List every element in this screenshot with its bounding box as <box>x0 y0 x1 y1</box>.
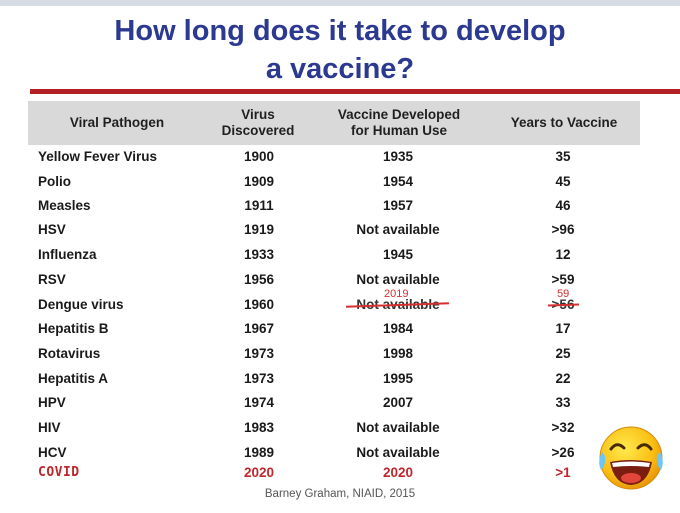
developed-cell: 1984 <box>382 321 414 336</box>
pathogen-cell: Hepatitis B <box>38 321 109 336</box>
years-cell: >96 <box>551 222 575 237</box>
table-row: Measles 1911 1957 46 <box>0 194 680 218</box>
years-cell: 46 <box>555 198 571 213</box>
table-row: HPV 1974 2007 33 <box>0 391 680 415</box>
years-cell: 22 <box>555 371 571 386</box>
years-cell: 25 <box>555 346 571 361</box>
years-cell: >56 <box>525 293 601 317</box>
developed-cell: 1998 <box>382 346 414 361</box>
pathogen-cell: HPV <box>38 395 66 410</box>
discovered-cell: 1933 <box>243 247 275 262</box>
pathogen-cell: Influenza <box>38 247 97 262</box>
years-cell: >32 <box>551 420 575 435</box>
pathogen-cell: COVID <box>38 465 80 480</box>
years-cell: >1 <box>555 465 571 480</box>
table-row: Hepatitis B 1967 1984 17 <box>0 317 680 341</box>
table-row: HSV 1919 Not available >96 <box>0 218 680 242</box>
pathogen-cell: Dengue virus <box>38 297 124 312</box>
developed-cell: Not available <box>356 222 440 237</box>
developed-cell: 1945 <box>382 247 414 262</box>
pathogen-cell: RSV <box>38 272 66 287</box>
pathogen-cell: HSV <box>38 222 66 237</box>
table-row: Yellow Fever Virus 1900 1935 35 <box>0 145 680 169</box>
developed-cell: Not available <box>356 420 440 435</box>
header-developed: Vaccine Developed for Human Use <box>337 107 461 138</box>
developed-cell: Not available <box>333 293 463 317</box>
top-band <box>0 0 680 6</box>
table-row: HIV 1983 Not available >32 <box>0 416 680 440</box>
developed-cell: Not available <box>356 445 440 460</box>
page-title-line2: a vaccine? <box>265 53 415 85</box>
table-row: RSV 1956 Not available >59 <box>0 268 680 292</box>
developed-cell: 1957 <box>382 198 414 213</box>
discovered-cell: 1973 <box>243 371 275 386</box>
developed-cell: 1954 <box>382 174 414 189</box>
title-divider <box>30 89 680 94</box>
pathogen-cell: Yellow Fever Virus <box>38 149 158 164</box>
discovered-cell: 1911 <box>244 198 274 213</box>
discovered-cell: 1960 <box>243 297 275 312</box>
table-row: Rotavirus 1973 1998 25 <box>0 342 680 366</box>
developed-cell: 2007 <box>382 395 414 410</box>
pathogen-cell: Hepatitis A <box>38 371 109 386</box>
source-citation: Barney Graham, NIAID, 2015 <box>264 488 416 500</box>
developed-cell: 1935 <box>382 149 414 164</box>
years-cell: 33 <box>555 395 571 410</box>
developed-correction: 2019 <box>384 288 409 300</box>
header-pathogen: Viral Pathogen <box>69 115 165 130</box>
struck-developed-value: Not available <box>346 293 450 317</box>
table-row: Polio 1909 1954 45 <box>0 170 680 194</box>
table-row: Hepatitis A 1973 1995 22 <box>0 367 680 391</box>
laughing-face-emoji-icon <box>599 426 663 490</box>
years-cell: >59 <box>551 272 575 287</box>
developed-cell: 1995 <box>382 371 414 386</box>
discovered-cell: 1973 <box>243 346 275 361</box>
table-row: HCV 1989 Not available >26 <box>0 441 680 465</box>
developed-cell: 2020 <box>382 465 414 480</box>
pathogen-cell: Rotavirus <box>38 346 101 361</box>
discovered-cell: 2020 <box>243 465 275 480</box>
discovered-cell: 1967 <box>243 321 275 336</box>
years-cell: >26 <box>551 445 575 460</box>
table-row: Dengue virus 1960 Not available 2019 >56… <box>0 288 680 317</box>
pathogen-cell: HCV <box>38 445 67 460</box>
header-years: Years to Vaccine <box>510 115 618 130</box>
page-title-line1: How long does it take to develop <box>114 15 566 47</box>
discovered-cell: 1974 <box>243 395 275 410</box>
discovered-cell: 1989 <box>243 445 275 460</box>
discovered-cell: 1919 <box>243 222 275 237</box>
pathogen-cell: Polio <box>38 174 71 189</box>
pathogen-cell: HIV <box>38 420 61 435</box>
discovered-cell: 1900 <box>243 149 275 164</box>
years-cell: 17 <box>555 321 571 336</box>
discovered-cell: 1956 <box>243 272 275 287</box>
table-row: Influenza 1933 1945 12 <box>0 243 680 267</box>
discovered-cell: 1909 <box>243 174 275 189</box>
years-cell: 12 <box>555 247 571 262</box>
struck-years-value: >56 <box>547 293 579 317</box>
developed-cell: Not available <box>356 272 440 287</box>
table-header: Viral Pathogen Virus Discovered Vaccine … <box>28 101 640 145</box>
pathogen-cell: Measles <box>38 198 91 213</box>
years-correction: 59 <box>557 288 570 300</box>
discovered-cell: 1983 <box>243 420 275 435</box>
table-row-covid: COVID 2020 2020 >1 <box>0 461 680 485</box>
years-cell: 45 <box>555 174 571 189</box>
years-cell: 35 <box>555 149 571 164</box>
header-discovered: Virus Discovered <box>221 107 295 138</box>
